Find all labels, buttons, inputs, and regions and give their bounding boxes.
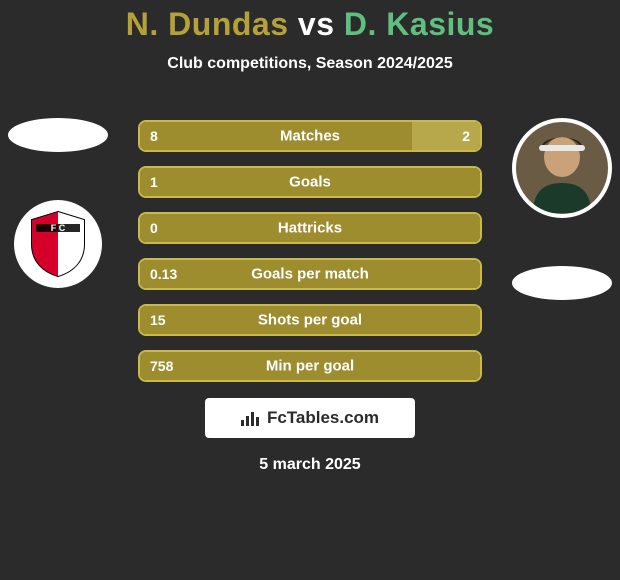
date-label: 5 march 2025: [0, 456, 620, 474]
stat-label: Shots per goal: [258, 312, 362, 329]
right-player-photo: [512, 118, 612, 218]
stat-value-left: 15: [150, 312, 166, 328]
brand-text: FcTables.com: [267, 408, 379, 428]
stat-row: 8 2 Matches: [138, 120, 482, 152]
left-side: F C: [8, 118, 108, 288]
subtitle: Club competitions, Season 2024/2025: [0, 55, 620, 73]
stat-value-left: 1: [150, 174, 158, 190]
left-club-badge: F C: [14, 200, 102, 288]
right-badge-placeholder: [512, 266, 612, 300]
brand-box: FcTables.com: [205, 398, 415, 438]
stat-label: Min per goal: [266, 358, 354, 375]
stat-value-left: 0: [150, 220, 158, 236]
stat-label: Hattricks: [278, 220, 342, 237]
stat-row: 1 Goals: [138, 166, 482, 198]
stats-list: 8 2 Matches 1 Goals 0 Hattricks 0.13 Goals per m…: [138, 120, 482, 396]
brand-bars-icon: [241, 410, 261, 426]
stat-value-right: 2: [462, 128, 470, 144]
stat-label: Goals: [289, 174, 331, 191]
stat-row: 15 Shots per goal: [138, 304, 482, 336]
left-photo-placeholder: [8, 118, 108, 152]
club-shield-icon: F C: [28, 210, 88, 278]
page-title: N. Dundas vs D. Kasius: [0, 0, 620, 43]
stat-fill-left: [140, 122, 412, 150]
title-player1: N. Dundas: [126, 6, 289, 42]
stat-value-left: 8: [150, 128, 158, 144]
title-vs: vs: [298, 6, 335, 42]
stat-value-left: 758: [150, 358, 173, 374]
player-silhouette-icon: [527, 133, 597, 213]
title-player2: D. Kasius: [344, 6, 494, 42]
stat-row: 758 Min per goal: [138, 350, 482, 382]
stat-row: 0.13 Goals per match: [138, 258, 482, 290]
stat-label: Goals per match: [251, 266, 369, 283]
right-side: [512, 118, 612, 300]
stat-row: 0 Hattricks: [138, 212, 482, 244]
comparison-card: N. Dundas vs D. Kasius Club competitions…: [0, 0, 620, 580]
svg-text:F C: F C: [51, 223, 66, 233]
stat-label: Matches: [280, 128, 340, 145]
stat-value-left: 0.13: [150, 266, 177, 282]
